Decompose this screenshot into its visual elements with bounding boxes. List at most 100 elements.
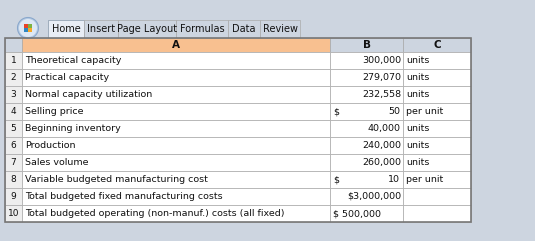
Text: Sales volume: Sales volume (25, 158, 88, 167)
Bar (118, 20, 176, 38)
Bar (5, 86, 22, 103)
Bar (22, 188, 330, 205)
Text: 40,000: 40,000 (368, 124, 401, 133)
Text: B: B (363, 40, 371, 50)
Bar (22, 154, 330, 171)
Text: units: units (406, 90, 430, 99)
Text: C: C (433, 40, 441, 50)
Bar (403, 86, 471, 103)
Bar (22, 69, 330, 86)
Bar (48, 20, 84, 38)
Bar (84, 20, 118, 38)
Text: units: units (406, 56, 430, 65)
Text: 279,070: 279,070 (362, 73, 401, 82)
Bar (330, 38, 403, 52)
Text: Page Layout: Page Layout (117, 24, 177, 34)
Text: $: $ (333, 175, 339, 184)
Text: 4: 4 (11, 107, 16, 116)
Bar (330, 120, 403, 137)
Bar (5, 120, 22, 137)
Bar (403, 120, 471, 137)
Text: Production: Production (25, 141, 75, 150)
Text: Total budgeted operating (non-manuf.) costs (all fixed): Total budgeted operating (non-manuf.) co… (25, 209, 285, 218)
Bar (330, 205, 403, 222)
Bar (330, 154, 403, 171)
Text: Normal capacity utilization: Normal capacity utilization (25, 90, 152, 99)
Bar (330, 86, 403, 103)
Circle shape (19, 19, 37, 37)
Bar (330, 188, 403, 205)
Text: Data: Data (232, 24, 256, 34)
Text: Beginning inventory: Beginning inventory (25, 124, 121, 133)
Text: Review: Review (263, 24, 297, 34)
Bar (5, 205, 22, 222)
Text: units: units (406, 158, 430, 167)
Text: 300,000: 300,000 (362, 56, 401, 65)
Bar (228, 20, 260, 38)
Bar (403, 38, 471, 52)
Bar (22, 205, 330, 222)
Bar (22, 86, 330, 103)
Text: Home: Home (51, 24, 80, 34)
Text: $ 500,000: $ 500,000 (333, 209, 381, 218)
Text: units: units (406, 124, 430, 133)
Bar (5, 38, 22, 52)
Text: 260,000: 260,000 (362, 158, 401, 167)
Bar (22, 103, 330, 120)
Text: Selling price: Selling price (25, 107, 83, 116)
Bar (5, 38, 471, 222)
Bar (28, 28, 32, 32)
Circle shape (18, 18, 39, 39)
Text: per unit: per unit (406, 175, 444, 184)
Bar (403, 205, 471, 222)
Text: $3,000,000: $3,000,000 (347, 192, 401, 201)
Bar (5, 137, 22, 154)
Bar (330, 103, 403, 120)
Bar (403, 154, 471, 171)
Bar (5, 69, 22, 86)
Bar (5, 52, 22, 69)
Bar (22, 120, 330, 137)
Text: 10: 10 (388, 175, 400, 184)
Text: 10: 10 (7, 209, 19, 218)
Text: 232,558: 232,558 (362, 90, 401, 99)
Bar (330, 171, 403, 188)
Text: A: A (172, 40, 180, 50)
Text: per unit: per unit (406, 107, 444, 116)
Text: Theoretical capacity: Theoretical capacity (25, 56, 121, 65)
Text: 7: 7 (11, 158, 17, 167)
Bar (22, 38, 330, 52)
Text: $: $ (333, 107, 339, 116)
Text: Variable budgeted manufacturing cost: Variable budgeted manufacturing cost (25, 175, 208, 184)
Bar (403, 69, 471, 86)
Text: units: units (406, 73, 430, 82)
Bar (5, 171, 22, 188)
Bar (5, 154, 22, 171)
Bar (24, 28, 28, 32)
Text: 50: 50 (388, 107, 400, 116)
Text: Insert: Insert (87, 24, 115, 34)
Text: 3: 3 (11, 90, 17, 99)
Bar (176, 20, 228, 38)
Text: Total budgeted fixed manufacturing costs: Total budgeted fixed manufacturing costs (25, 192, 223, 201)
Bar (22, 137, 330, 154)
Text: units: units (406, 141, 430, 150)
Bar (22, 171, 330, 188)
Bar (260, 20, 300, 38)
Bar (403, 103, 471, 120)
Bar (403, 137, 471, 154)
Text: 9: 9 (11, 192, 17, 201)
Bar (330, 52, 403, 69)
Bar (22, 52, 330, 69)
Bar (0, 0, 535, 38)
Text: 1: 1 (11, 56, 17, 65)
Text: 240,000: 240,000 (362, 141, 401, 150)
Text: 8: 8 (11, 175, 17, 184)
Bar (403, 171, 471, 188)
Text: Formulas: Formulas (180, 24, 224, 34)
Bar (24, 24, 28, 28)
Text: 6: 6 (11, 141, 17, 150)
Bar (403, 52, 471, 69)
Text: 5: 5 (11, 124, 17, 133)
Bar (403, 188, 471, 205)
